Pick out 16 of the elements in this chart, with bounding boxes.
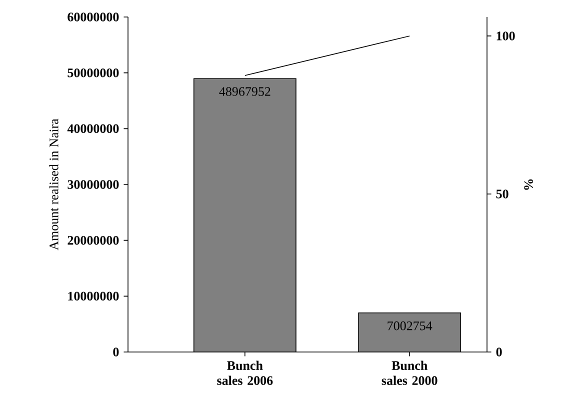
y-tick-label: 30000000 bbox=[68, 180, 119, 189]
y-tick-label: 0 bbox=[113, 348, 119, 356]
y2-tick-label: 100 bbox=[496, 32, 515, 40]
data-label: 7002754 bbox=[388, 321, 432, 330]
data-label: 48967952 bbox=[219, 87, 270, 96]
y-tick-label: 50000000 bbox=[68, 68, 119, 78]
y-tick-label: 20000000 bbox=[68, 236, 119, 245]
y-tick-label: 60000000 bbox=[68, 12, 119, 22]
y-tick-label: 10000000 bbox=[68, 292, 119, 301]
y-axis-title: Amount realised in Naira bbox=[49, 118, 58, 250]
x-tick-label: Bunch sales 2006 bbox=[217, 360, 273, 385]
x-tick-label: Bunch sales 2000 bbox=[382, 360, 438, 385]
y2-tick-label: 0 bbox=[496, 348, 502, 356]
y2-axis-title: % bbox=[524, 179, 533, 190]
y-tick-label: 40000000 bbox=[67, 124, 119, 134]
y2-tick-label: 50 bbox=[496, 190, 508, 198]
